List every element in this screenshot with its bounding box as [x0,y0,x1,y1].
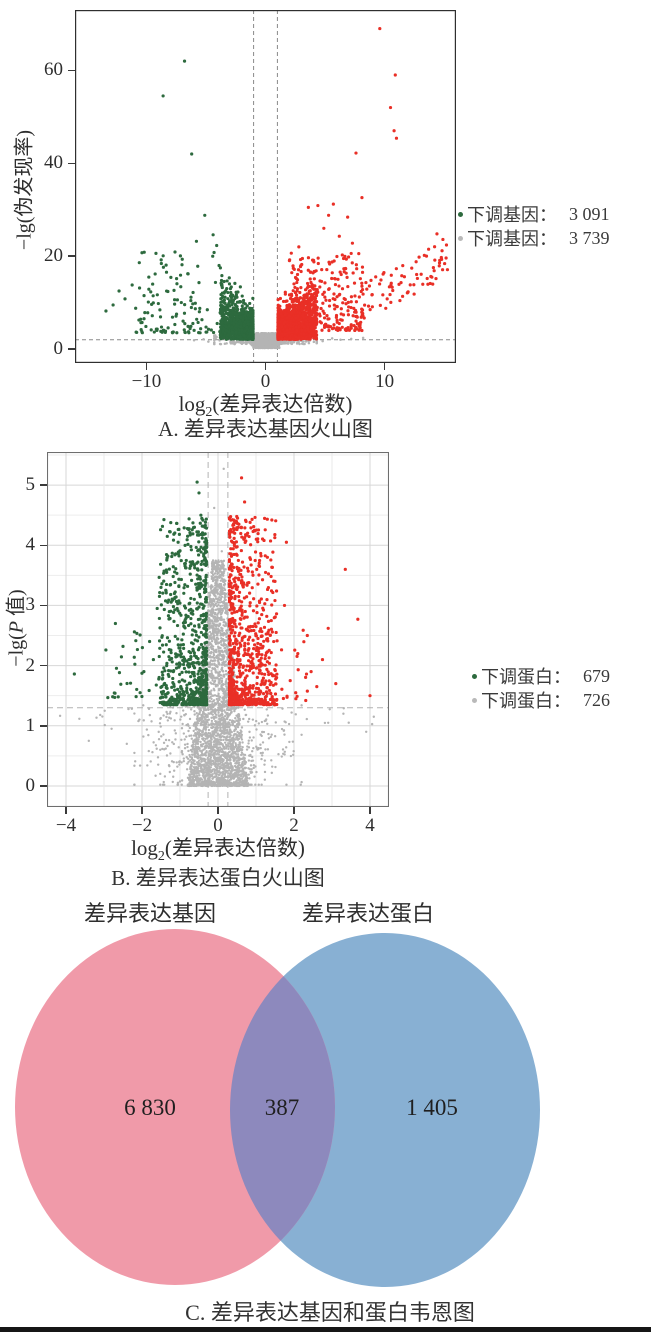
panel-a: −lg(伪发现率) log2(差异表达倍数) A. 差异表达基因火山图 下调基因… [0,0,651,445]
x-tick-label: −10 [131,371,162,392]
x-tick-label: −2 [131,815,153,836]
legend-row: 下调基因： 3 739 [458,226,610,250]
x-tick-mark [383,363,386,370]
y-tick-mark [40,664,47,667]
ns-gene-dot-icon [458,235,463,241]
x-tick-mark [293,807,295,814]
y-tick-mark [40,785,47,787]
y-tick-label: 0 [25,774,36,796]
x-tick-mark [65,807,67,814]
down-protein-dot-icon [472,673,477,679]
volcano-a-y-axis-label: −lg(伪发现率) [13,129,36,251]
down-gene-dot-icon [458,211,463,217]
x-tick-mark [217,807,219,814]
y-tick-mark [40,604,47,607]
volcano-b-plot [47,452,389,807]
panel-a-caption: A. 差异表达基因火山图 [158,417,373,441]
legend-label: 下调蛋白： [481,667,571,687]
y-tick-label: 20 [44,245,63,267]
y-tick-mark [40,484,47,486]
ns-protein-dot-icon [472,697,477,703]
y-tick-label: 0 [53,338,64,360]
y-tick-mark [68,162,75,165]
venn-overlap-region [230,933,335,1285]
venn-overlap-count: 387 [265,1095,300,1120]
volcano-a-legend: 下调基因： 3 091 下调基因： 3 739 [458,202,610,250]
y-tick-label: 5 [25,474,36,496]
y-tick-label: 1 [25,714,36,736]
y-tick-mark [68,69,75,72]
legend-value: 3 091 [569,203,610,224]
page-edge-bar [0,1327,651,1332]
x-tick-label: −4 [55,815,77,836]
x-tick-label: 4 [365,815,375,836]
venn-right-count: 1 405 [406,1095,458,1120]
y-tick-label: 40 [44,152,63,174]
legend-row: 下调蛋白： 726 [472,688,610,712]
x-tick-mark [145,363,148,370]
legend-value: 726 [583,689,610,710]
venn-left-label: 差异表达基因 [84,901,216,926]
volcano-a-x-axis-label: log2(差异表达倍数) [178,392,353,421]
legend-label: 下调基因： [467,205,557,225]
y-tick-mark [40,725,47,727]
legend-label: 下调基因： [467,229,557,249]
panel-c-caption: C. 差异表达基因和蛋白韦恩图 [185,1300,475,1325]
legend-row: 下调蛋白： 679 [472,664,610,688]
y-tick-mark [40,544,47,546]
y-tick-label: 3 [25,594,36,616]
volcano-a-plot [75,10,456,363]
x-tick-mark [141,807,143,814]
panel-b: −lg(P 值) log2(差异表达倍数) B. 差异表达蛋白火山图 下调蛋白：… [0,445,651,890]
y-tick-label: 60 [44,59,63,81]
venn-left-count: 6 830 [124,1095,176,1120]
y-tick-label: 4 [25,534,36,556]
legend-row: 下调基因： 3 091 [458,202,610,226]
legend-label: 下调蛋白： [481,691,571,711]
x-tick-label: 0 [213,815,223,836]
y-tick-mark [68,255,75,257]
panel-c-venn: 差异表达基因 差异表达蛋白 6 830 387 1 405 C. 差异表达基因和… [15,901,540,1325]
x-tick-mark [264,363,267,370]
volcano-b-legend: 下调蛋白： 679 下调蛋白： 726 [472,664,610,712]
venn-right-label: 差异表达蛋白 [302,901,434,926]
legend-value: 679 [583,665,610,686]
legend-value: 3 739 [569,227,610,248]
volcano-b-x-axis-label: log2(差异表达倍数) [131,836,305,865]
x-tick-label: 10 [375,371,395,392]
y-tick-label: 2 [25,654,36,676]
panel-b-caption: B. 差异表达蛋白火山图 [111,866,325,890]
x-tick-mark [369,807,371,814]
x-tick-label: 2 [289,815,299,836]
y-tick-mark [68,348,75,350]
x-tick-label: 0 [260,371,271,392]
